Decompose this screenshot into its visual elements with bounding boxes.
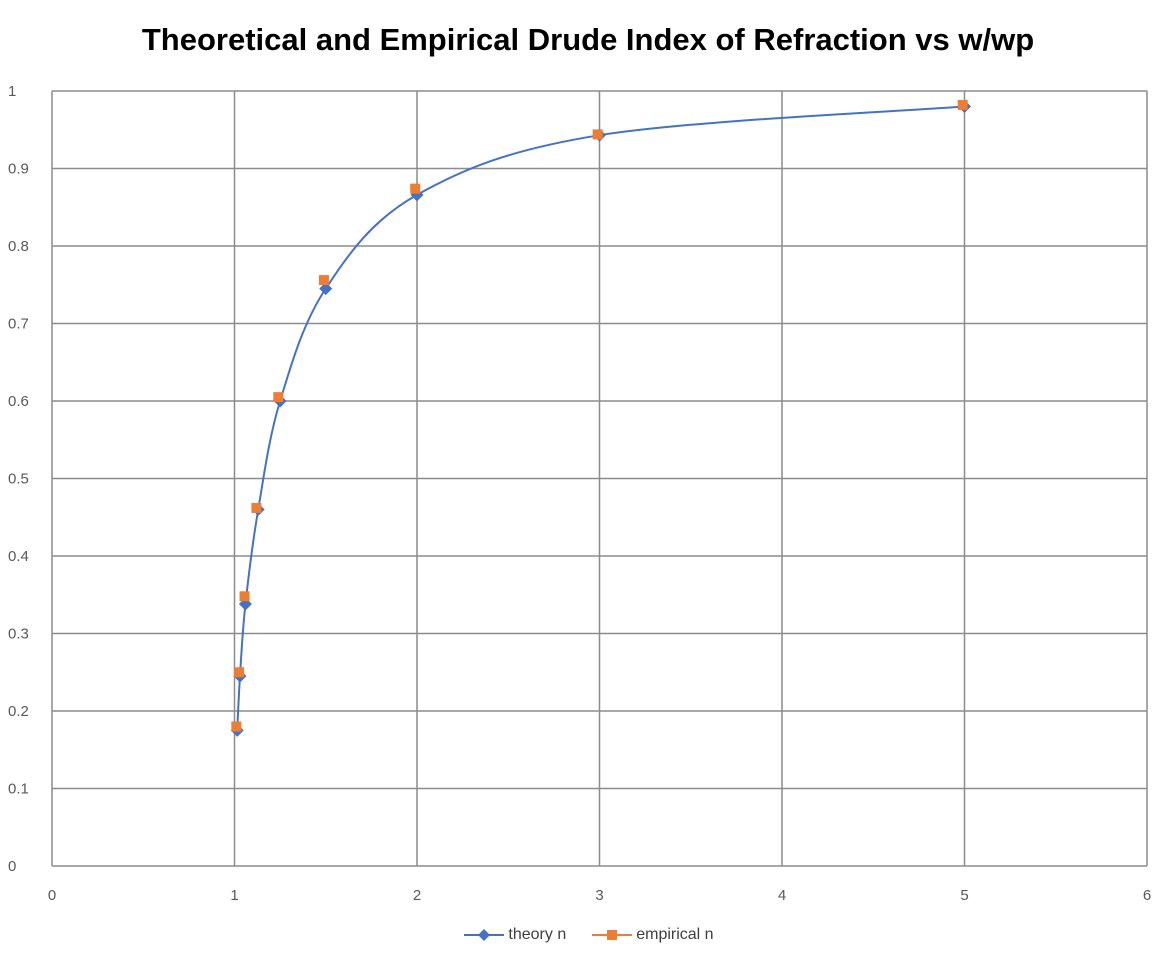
empirical-point bbox=[410, 183, 421, 194]
y-tick-label: 0.1 bbox=[8, 781, 29, 798]
y-tick-label: 0 bbox=[8, 858, 16, 875]
x-tick-label: 5 bbox=[960, 887, 968, 904]
y-tick-label: 0.7 bbox=[8, 316, 29, 333]
empirical-point bbox=[273, 392, 284, 403]
y-tick-label: 0.8 bbox=[8, 238, 29, 255]
y-tick-label: 0.4 bbox=[8, 548, 29, 565]
empirical-point bbox=[239, 591, 250, 602]
series-markers bbox=[230, 99, 971, 737]
empirical-point bbox=[251, 502, 262, 513]
y-tick-label: 0.9 bbox=[8, 161, 29, 178]
series-lines bbox=[236, 105, 965, 731]
axis-tick-labels: 0 0.1 0.2 0.3 0.4 0.5 0.6 0.7 0.8 0.9 1 0 1 2 3 4 5 6 bbox=[8, 83, 1151, 904]
grid-lines bbox=[51, 90, 1148, 867]
empirical-point bbox=[318, 275, 329, 286]
x-tick-label: 2 bbox=[413, 887, 421, 904]
x-tick-label: 1 bbox=[230, 887, 238, 904]
x-tick-label: 3 bbox=[595, 887, 603, 904]
empirical-point bbox=[957, 99, 968, 110]
legend-item-theory: theory n bbox=[462, 926, 566, 944]
series-line-theory-n bbox=[236, 105, 965, 731]
x-tick-label: 4 bbox=[778, 887, 786, 904]
diamond-marker-icon bbox=[464, 929, 505, 941]
x-tick-label: 6 bbox=[1143, 887, 1151, 904]
legend-label: empirical n bbox=[636, 926, 714, 943]
empirical-point bbox=[592, 129, 603, 140]
legend-label: theory n bbox=[508, 926, 567, 943]
legend: theory n empirical n bbox=[0, 926, 1176, 944]
x-tick-label: 0 bbox=[48, 887, 56, 904]
y-tick-label: 0.5 bbox=[8, 471, 29, 488]
theory-point bbox=[319, 282, 333, 296]
y-tick-label: 1 bbox=[8, 83, 16, 100]
square-marker-icon bbox=[592, 930, 633, 940]
y-tick-label: 0.6 bbox=[8, 393, 29, 410]
chart-title: Theoretical and Empirical Drude Index of… bbox=[141, 22, 1035, 57]
legend-item-empirical: empirical n bbox=[590, 926, 714, 944]
y-tick-label: 0.2 bbox=[8, 703, 29, 720]
y-tick-label: 0.3 bbox=[8, 626, 29, 643]
empirical-point bbox=[231, 721, 242, 732]
empirical-point bbox=[234, 667, 245, 678]
